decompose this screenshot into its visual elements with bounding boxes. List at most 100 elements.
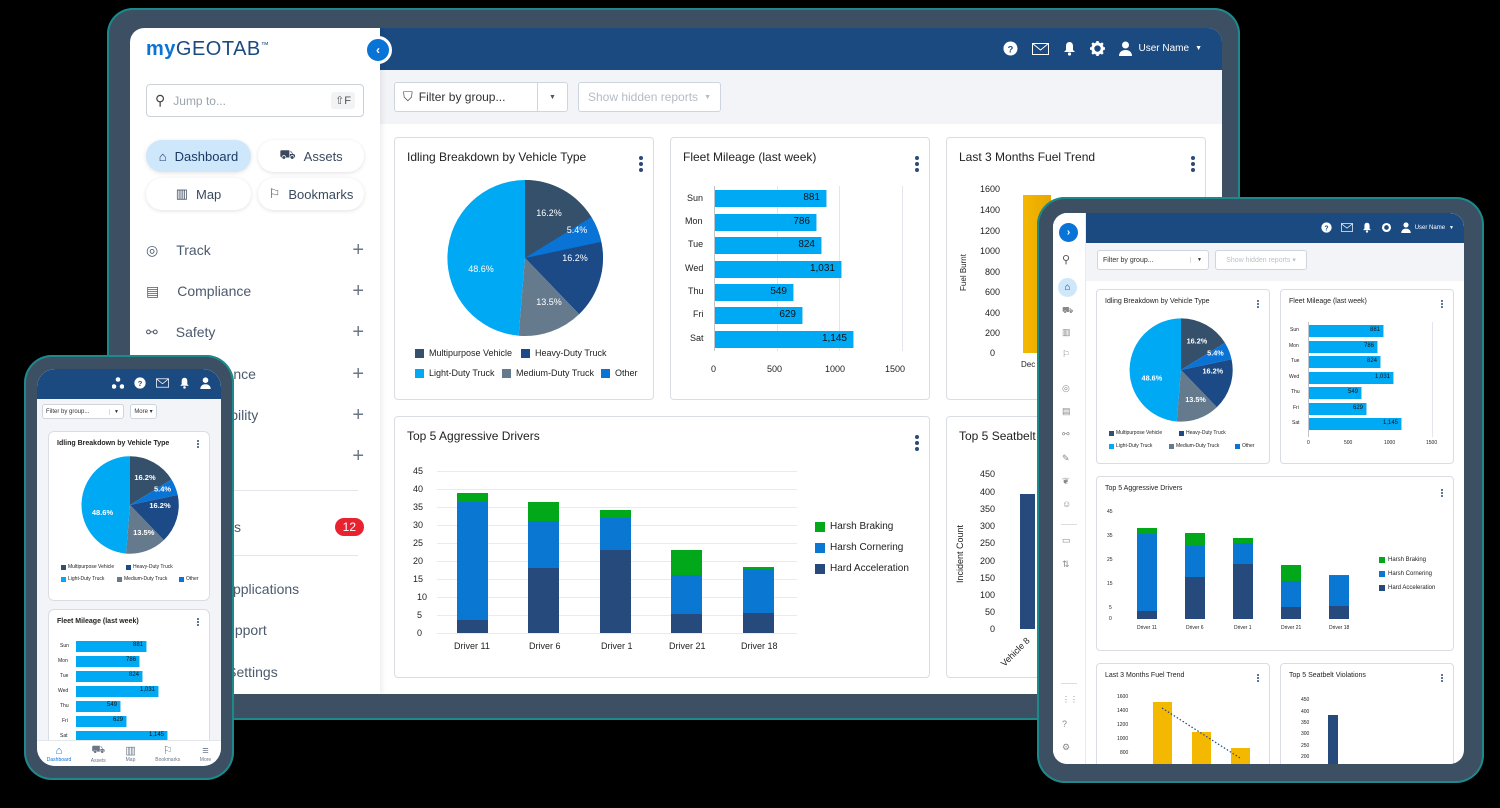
phone-fleet-mileage-card: Fleet Mileage (last week) Sun Mon Tue We… [48, 609, 210, 749]
kebab-menu-icon[interactable] [639, 156, 643, 172]
show-hidden-reports-dropdown[interactable]: Show hidden reports ▼ [578, 82, 721, 112]
clipboard-icon[interactable]: ▤ [1062, 406, 1071, 416]
nav-dashboard[interactable]: ⌂ Dashboard [46, 744, 72, 763]
user-menu[interactable]: User Name ▼ [1400, 222, 1454, 233]
user-menu[interactable]: User Name ▼ [1119, 41, 1202, 56]
quick-bookmarks-button[interactable]: ⚐ Bookmarks [258, 178, 364, 210]
bar-sun: 881 [715, 190, 827, 207]
kebab-menu-icon[interactable] [1191, 156, 1195, 172]
org-chart-icon[interactable] [112, 377, 124, 389]
help-icon[interactable]: ? [134, 377, 146, 389]
tablet-fuel-trend-card: Last 3 Months Fuel Trend 1600 1400 1200 … [1096, 663, 1270, 764]
user-icon[interactable] [200, 377, 211, 389]
legend-item: Medium-Duty Truck [502, 368, 594, 378]
kebab-menu-icon[interactable] [1441, 489, 1445, 497]
mail-icon[interactable] [1032, 42, 1050, 55]
chevron-down-icon[interactable]: ▼ [537, 83, 567, 111]
apps-grid-icon[interactable]: ⋮⋮ [1062, 695, 1078, 704]
quick-assets-button[interactable]: ⛟ Assets [258, 140, 364, 172]
tablet-idling-card: Idling Breakdown by Vehicle Type 16.2% 5.… [1096, 289, 1270, 464]
trendline [1161, 707, 1241, 759]
bar-thu: 549 [715, 284, 794, 301]
svg-text:16.2%: 16.2% [1202, 366, 1223, 375]
collapse-sidebar-button[interactable]: ‹ [364, 36, 392, 64]
kebab-menu-icon[interactable] [1441, 300, 1445, 308]
expand-icon: + [352, 320, 364, 343]
nav-assets[interactable]: ⛟ Assets [90, 743, 106, 764]
people-icon[interactable]: ☺ [1062, 499, 1072, 509]
gear-icon[interactable] [1381, 222, 1392, 233]
legend-item: Harsh Braking [815, 521, 893, 532]
filter-by-group-dropdown[interactable]: Filter by group... ▼ [42, 404, 124, 419]
truck-icon: ⛟ [279, 147, 296, 162]
kebab-menu-icon[interactable] [915, 156, 919, 172]
bar-wed: 1,031 [715, 261, 842, 278]
tablet-screen: ? User Name ▼ Filter by group... ▼ Show hi… [1053, 213, 1464, 764]
filter-by-group-dropdown[interactable]: ⛉ Filter by group... ▼ [394, 82, 568, 112]
stacked-bar-driver-11 [457, 493, 488, 633]
globe-icon[interactable]: ◎ [1062, 383, 1070, 393]
help-icon[interactable]: ? [1062, 719, 1068, 729]
sidebar-item-track[interactable]: ◎ Track + [146, 238, 364, 261]
bar-fri: 629 [715, 307, 803, 324]
idling-pie-chart: 16.2% 5.4% 16.2% 13.5% 48.6% [447, 180, 604, 336]
nav-bookmarks[interactable]: ⚐ Bookmarks [155, 745, 181, 763]
bell-icon[interactable] [179, 377, 190, 389]
quick-dashboard-button[interactable]: ⌂ Dashboard [146, 140, 251, 172]
expand-sidebar-button[interactable]: › [1059, 223, 1078, 242]
search-input[interactable]: ⚲ Jump to... ⇧F [146, 84, 364, 117]
kebab-menu-icon[interactable] [197, 440, 201, 448]
sidebar-item-safety[interactable]: ⚯ Safety + [146, 320, 364, 343]
gear-icon[interactable] [1090, 41, 1106, 56]
legend-item: Harsh Cornering [815, 542, 903, 553]
search-icon[interactable]: ⚲ [1062, 254, 1071, 266]
nav-map[interactable]: ▥ Map [125, 745, 136, 763]
menu-icon: ≡ [202, 744, 209, 757]
idling-breakdown-card: Idling Breakdown by Vehicle Type 16.2% 5… [394, 137, 654, 400]
more-dropdown[interactable]: More ▾ [130, 404, 157, 419]
wrench-icon[interactable]: ✎ [1062, 453, 1070, 463]
quick-map-button[interactable]: ▥ Map [146, 178, 251, 210]
kebab-menu-icon[interactable] [915, 435, 919, 451]
sort-icon[interactable]: ⇅ [1062, 559, 1070, 569]
filter-by-group-dropdown[interactable]: Filter by group... ▼ [1097, 250, 1209, 270]
truck-icon[interactable]: ⛟ [1062, 305, 1074, 315]
leaf-icon[interactable]: ❦ [1062, 476, 1070, 486]
user-icon [1400, 222, 1411, 233]
bell-icon[interactable] [1362, 222, 1372, 233]
home-icon: ⌂ [158, 148, 167, 164]
expand-icon: + [352, 444, 364, 467]
bar-vehicle-8 [1020, 494, 1035, 629]
bookmark-icon[interactable]: ⚐ [1062, 349, 1071, 359]
show-hidden-reports-dropdown[interactable]: Show hidden reports ▾ [1215, 250, 1307, 270]
kebab-menu-icon[interactable] [1257, 300, 1261, 308]
chat-icon[interactable]: ▭ [1062, 535, 1071, 545]
help-icon[interactable]: ? [1003, 41, 1019, 56]
sidebar-item-compliance[interactable]: ▤ Compliance + [146, 279, 364, 302]
svg-text:5.4%: 5.4% [154, 484, 171, 493]
home-icon[interactable]: ⌂ [1058, 278, 1077, 297]
svg-text:16.2%: 16.2% [562, 253, 588, 263]
kebab-menu-icon[interactable] [197, 618, 201, 626]
legend-item: Light-Duty Truck [415, 368, 495, 378]
user-icon [1119, 41, 1133, 56]
kebab-menu-icon[interactable] [1441, 674, 1445, 682]
svg-text:16.2%: 16.2% [149, 501, 171, 510]
help-icon[interactable]: ? [1321, 222, 1332, 233]
mail-icon[interactable] [156, 378, 169, 388]
link-icon[interactable]: ⚯ [1062, 429, 1070, 439]
gear-icon[interactable]: ⚙ [1062, 742, 1071, 752]
expand-icon: + [352, 403, 364, 426]
svg-text:5.4%: 5.4% [567, 225, 588, 235]
nav-more[interactable]: ≡ More [199, 744, 212, 763]
phone-screen: ? Filter by group... ▼ More ▾ Idling Brea… [37, 369, 221, 766]
bell-icon[interactable] [1063, 41, 1076, 56]
svg-text:48.6%: 48.6% [468, 264, 494, 274]
mygeotab-logo: myGEOTAB™ [146, 38, 270, 60]
kebab-menu-icon[interactable] [1257, 674, 1261, 682]
svg-text:?: ? [1008, 44, 1014, 54]
mail-icon[interactable] [1340, 223, 1353, 232]
phone-idling-card: Idling Breakdown by Vehicle Type 16.2% 5.… [48, 431, 210, 601]
svg-text:16.2%: 16.2% [134, 473, 156, 482]
map-icon[interactable]: ▥ [1062, 327, 1071, 337]
